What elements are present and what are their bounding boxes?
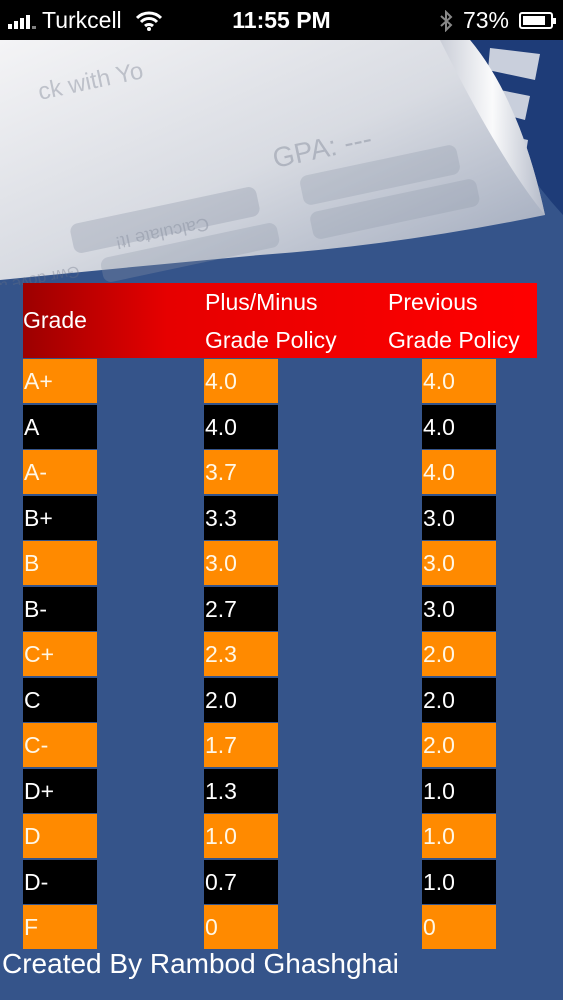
previous-cell: 2.0 (422, 723, 496, 767)
header-plus-minus-2: Grade Policy (205, 327, 337, 353)
plus-minus-cell: 2.3 (204, 632, 278, 676)
previous-cell: 3.0 (422, 586, 496, 631)
grade-cell: B- (23, 586, 97, 631)
previous-cell: 2.0 (422, 677, 496, 722)
plus-minus-cell: 3.3 (204, 495, 278, 540)
previous-cell: 3.0 (422, 495, 496, 540)
status-bar: Turkcell 11:55 PM 73% (0, 0, 563, 40)
plus-minus-cell: 4.0 (204, 359, 278, 403)
grade-cell: D+ (23, 768, 97, 813)
plus-minus-cell: 1.0 (204, 814, 278, 858)
clock: 11:55 PM (232, 7, 331, 33)
grade-cell: D (23, 814, 97, 858)
grade-cell: C (23, 677, 97, 722)
previous-cell: 0 (422, 905, 496, 949)
grade-cell: A- (23, 450, 97, 494)
grade-cell: B (23, 541, 97, 585)
previous-cell: 2.0 (422, 632, 496, 676)
grade-cell: C- (23, 723, 97, 767)
bluetooth-icon (440, 9, 453, 32)
plus-minus-cell: 1.3 (204, 768, 278, 813)
previous-cell: 1.0 (422, 768, 496, 813)
previous-cell: 4.0 (422, 450, 496, 494)
previous-cell: 3.0 (422, 541, 496, 585)
carrier-group: Turkcell (8, 7, 162, 34)
previous-cell: 4.0 (422, 404, 496, 449)
grade-cell: A+ (23, 359, 97, 403)
header-previous-2: Grade Policy (388, 327, 520, 353)
plus-minus-cell: 3.7 (204, 450, 278, 494)
header-previous-1: Previous (388, 289, 478, 315)
plus-minus-cell: 4.0 (204, 404, 278, 449)
carrier-label: Turkcell (42, 7, 122, 33)
header-plus-minus-1: Plus/Minus (205, 289, 318, 315)
battery-group: 73% (439, 7, 556, 34)
previous-cell: 1.0 (422, 814, 496, 858)
grade-table-header: Grade Plus/Minus Grade Policy Previous G… (23, 283, 537, 358)
grade-cell: B+ (23, 495, 97, 540)
signal-icon (8, 13, 36, 29)
plus-minus-cell: 1.7 (204, 723, 278, 767)
grade-cell: C+ (23, 632, 97, 676)
page-curl-graphic[interactable]: ck with Yo GPA: --- Calculate It! Gwr do… (0, 40, 563, 285)
battery-percent: 73% (462, 7, 509, 33)
plus-minus-cell: 0.7 (204, 859, 278, 904)
grade-cell: D- (23, 859, 97, 904)
footer-credit: Created By Rambod Ghashghai (2, 948, 399, 979)
plus-minus-cell: 3.0 (204, 541, 278, 585)
previous-cell: 4.0 (422, 359, 496, 403)
wifi-icon (135, 11, 162, 31)
battery-icon (519, 12, 556, 29)
header-grade: Grade (23, 307, 87, 333)
previous-cell: 1.0 (422, 859, 496, 904)
grade-cell: F (23, 905, 97, 949)
plus-minus-cell: 2.0 (204, 677, 278, 722)
grade-cell: A (23, 404, 97, 449)
main-screen: ck with Yo GPA: --- Calculate It! Gwr do… (0, 40, 563, 1000)
plus-minus-cell: 2.7 (204, 586, 278, 631)
plus-minus-cell: 0 (204, 905, 278, 949)
